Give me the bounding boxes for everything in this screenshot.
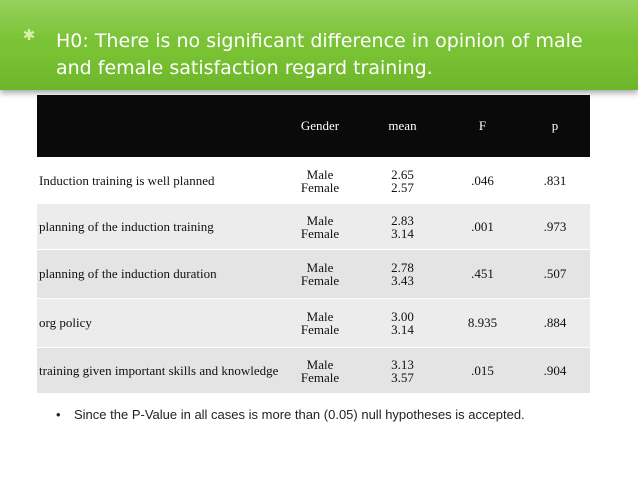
- row-item: training given important skills and know…: [37, 347, 280, 393]
- mean-cell: 2.65 2.57: [360, 157, 445, 204]
- header-f: F: [445, 95, 520, 158]
- table-row: planning of the induction training Male F…: [37, 203, 590, 250]
- gender-cell: Male Female: [280, 249, 360, 299]
- row-item: planning of the induction training: [37, 203, 280, 250]
- table-header-row: Gender mean F p: [37, 95, 590, 158]
- results-table-container: Gender mean F p Induction training is we…: [37, 95, 590, 393]
- row-item: Induction training is well planned: [37, 157, 280, 204]
- mean-male: 3.00: [391, 309, 414, 324]
- mean-male: 3.13: [391, 356, 414, 372]
- mean-cell: 2.78 3.43: [360, 249, 445, 299]
- gender-female: Female: [300, 179, 340, 195]
- gender-male: Male: [306, 166, 334, 182]
- table-row: Induction training is well planned Male F…: [37, 157, 590, 204]
- header-p: p: [520, 95, 590, 158]
- mean-female: 3.57: [391, 369, 414, 385]
- mean-cell: 3.00 3.14: [360, 298, 445, 348]
- mean-female: 3.43: [391, 273, 414, 288]
- gender-male: Male: [306, 309, 334, 324]
- f-value: .046: [445, 157, 520, 204]
- row-item: planning of the induction duration: [37, 249, 280, 299]
- header-mean: mean: [360, 95, 445, 158]
- gender-female: Female: [300, 369, 340, 385]
- mean-male: 2.65: [391, 166, 414, 182]
- f-value: 8.935: [445, 298, 520, 348]
- p-value: .904: [520, 347, 590, 393]
- gender-male: Male: [306, 260, 334, 275]
- p-value: .884: [520, 298, 590, 348]
- hypothesis-banner: ✱ H0: There is no significant difference…: [0, 0, 638, 90]
- f-value: .451: [445, 249, 520, 299]
- gender-cell: Male Female: [280, 298, 360, 348]
- mean-male: 2.78: [391, 260, 414, 275]
- conclusion-text: Since the P-Value in all cases is more t…: [74, 407, 525, 422]
- gender-female: Female: [300, 225, 340, 241]
- mean-male: 2.83: [391, 212, 414, 228]
- gender-cell: Male Female: [280, 203, 360, 250]
- conclusion-bullet: • Since the P-Value in all cases is more…: [56, 404, 576, 426]
- mean-cell: 2.83 3.14: [360, 203, 445, 250]
- bullet-dot-icon: •: [56, 407, 61, 422]
- table-row: planning of the induction duration Male F…: [37, 249, 590, 299]
- p-value: .507: [520, 249, 590, 299]
- mean-female: 2.57: [391, 179, 414, 195]
- table-row: org policy Male Female 3.00 3.14 8.935 .88…: [37, 298, 590, 348]
- header-item: [37, 95, 280, 158]
- f-value: .001: [445, 203, 520, 250]
- p-value: .831: [520, 157, 590, 204]
- row-item: org policy: [37, 298, 280, 348]
- results-table: Gender mean F p Induction training is we…: [37, 95, 590, 393]
- f-value: .015: [445, 347, 520, 393]
- header-gender: Gender: [280, 95, 360, 158]
- mean-female: 3.14: [391, 225, 414, 241]
- star-bullet-icon: ✱: [22, 26, 36, 44]
- gender-cell: Male Female: [280, 157, 360, 204]
- mean-cell: 3.13 3.57: [360, 347, 445, 393]
- gender-female: Female: [300, 273, 340, 288]
- gender-female: Female: [300, 322, 340, 337]
- gender-male: Male: [306, 212, 334, 228]
- p-value: .973: [520, 203, 590, 250]
- hypothesis-text: H0: There is no significant difference i…: [56, 30, 583, 79]
- table-row: training given important skills and know…: [37, 347, 590, 393]
- mean-female: 3.14: [391, 322, 414, 337]
- gender-cell: Male Female: [280, 347, 360, 393]
- gender-male: Male: [306, 356, 334, 372]
